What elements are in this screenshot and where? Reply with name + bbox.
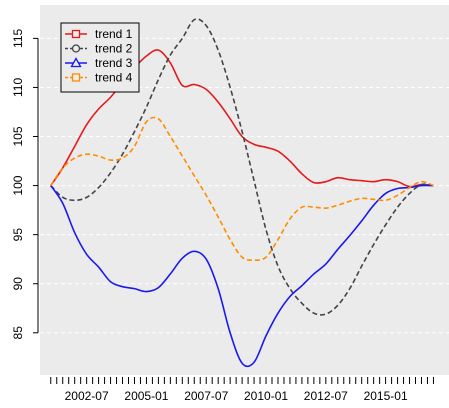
y-tick-label: 115	[11, 28, 25, 47]
y-tick-label: 110	[11, 78, 25, 97]
legend-label-2: trend 2	[95, 42, 133, 56]
legend-circle-marker-icon	[71, 44, 81, 53]
series-line-4	[50, 116, 434, 261]
series-line-3	[50, 184, 434, 368]
legend-square-marker-icon	[71, 29, 81, 39]
y-tick-label: 95	[11, 228, 25, 242]
x-tick-label: 2010-01	[244, 389, 288, 403]
grid	[40, 37, 449, 334]
y-tick-label: 105	[11, 126, 25, 146]
x-tick-label: 2015-01	[364, 389, 408, 403]
y-axis: 85 90 95 100 105 110 115	[11, 28, 39, 340]
x-axis: 2002-07 2005-01 2007-07 2010-01 2012-07 2015-…	[50, 377, 434, 403]
series-line-1	[50, 49, 434, 188]
y-tick-label: 85	[11, 326, 25, 340]
legend-label-4: trend 4	[95, 71, 133, 85]
series-line-2	[50, 18, 434, 316]
series-lines	[50, 18, 434, 368]
legend-square-marker-icon	[71, 73, 81, 82]
y-tick-label: 90	[11, 277, 25, 291]
legend-label-3: trend 3	[95, 56, 133, 70]
legend-label-1: trend 1	[95, 27, 133, 41]
x-tick-label: 2012-07	[304, 389, 348, 403]
x-tick-label: 2005-01	[124, 389, 168, 403]
legend-triangle-marker-icon	[70, 57, 82, 68]
x-tick-label: 2002-07	[65, 389, 109, 403]
x-tick-label: 2007-07	[184, 389, 228, 403]
y-tick-label: 100	[11, 175, 25, 195]
